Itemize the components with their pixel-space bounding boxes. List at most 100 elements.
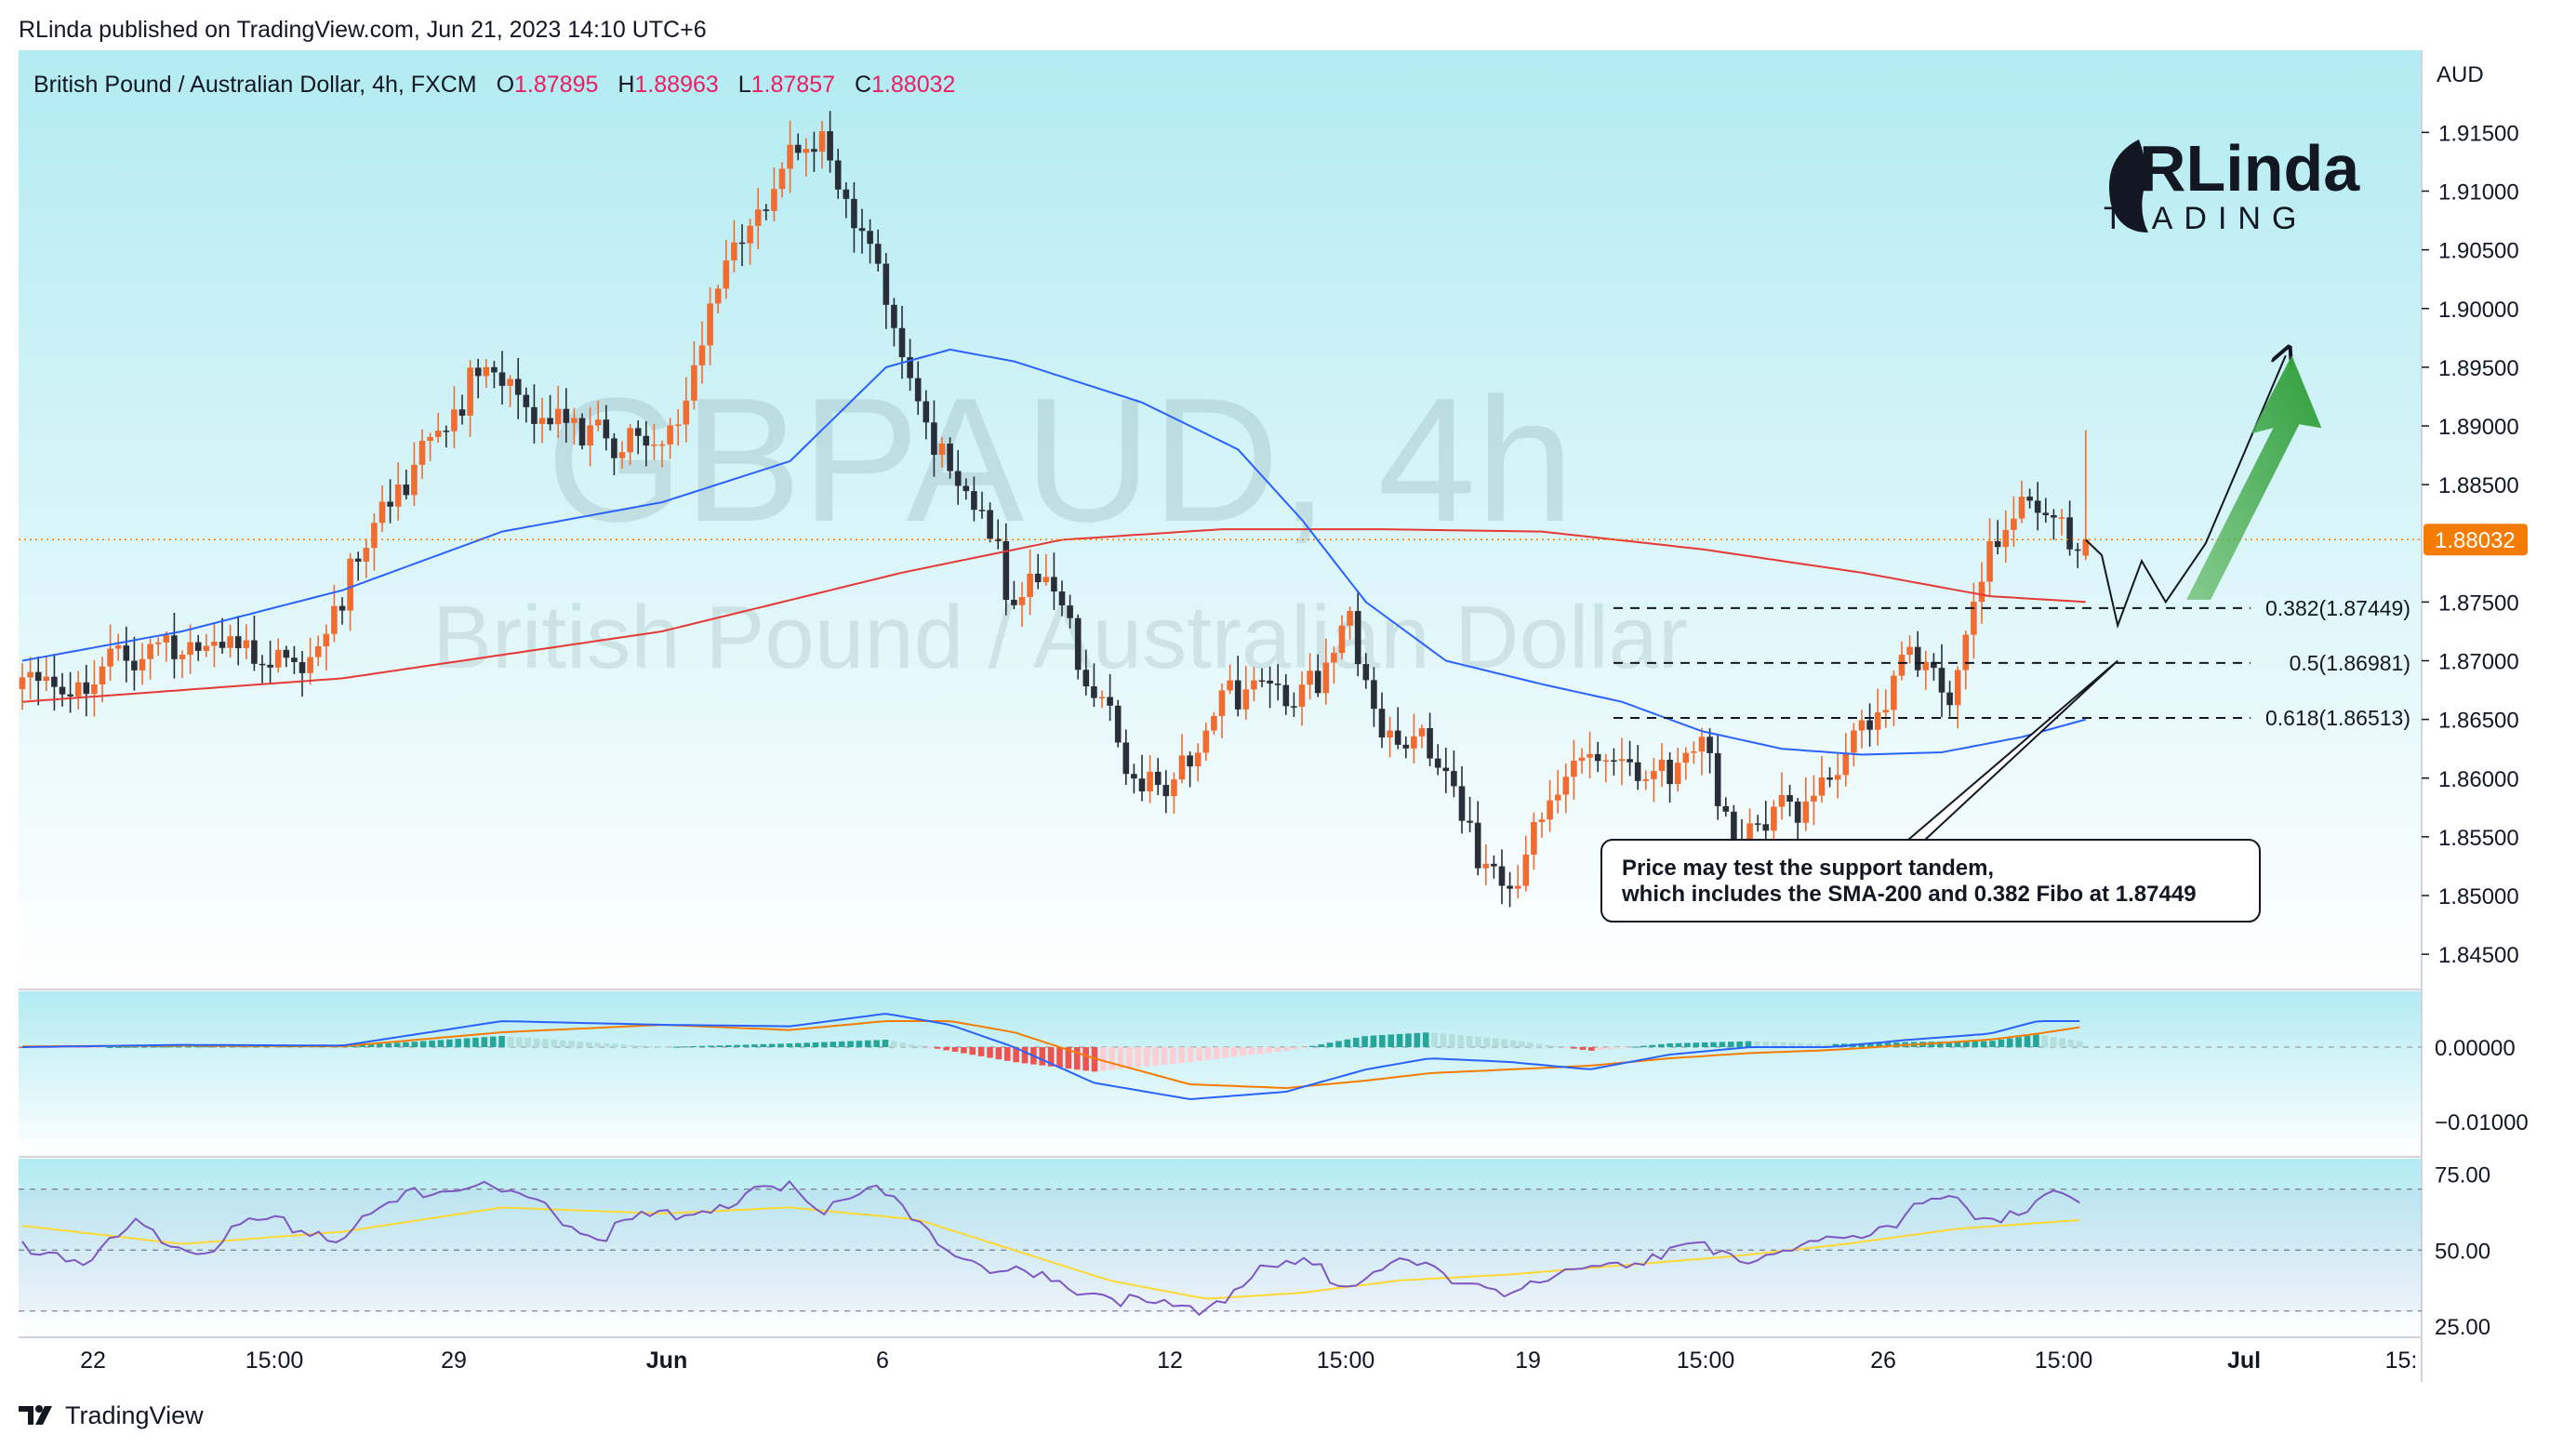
candle-body (1178, 755, 1186, 780)
candle-body (938, 444, 946, 456)
candle-body (139, 658, 146, 670)
watermark-symbol: GBPAUD, 4h (546, 362, 1573, 559)
macd-histogram-bar (603, 1042, 610, 1047)
macd-histogram-bar (19, 1047, 26, 1048)
candle-body (1571, 761, 1577, 777)
candle-body (1891, 675, 1897, 710)
candle-body (1107, 697, 1113, 706)
macd-histogram-bar (1379, 1034, 1386, 1047)
candle-body (954, 471, 962, 486)
macd-histogram-bar (1422, 1032, 1429, 1047)
candle-body (378, 501, 386, 524)
macd-histogram-bar (664, 1046, 671, 1048)
macd-histogram-bar (612, 1043, 618, 1047)
candle-body (451, 409, 458, 431)
macd-histogram-bar (2041, 1035, 2049, 1047)
candle-body (1082, 670, 1090, 687)
macd-histogram-bar (1396, 1033, 1403, 1047)
candle-body (1866, 720, 1873, 730)
candle-body (74, 682, 82, 697)
macd-histogram-bar (498, 1036, 505, 1047)
macd-histogram-bar (1588, 1047, 1595, 1051)
candle-body (1811, 795, 1817, 802)
candle-body (299, 661, 306, 673)
candle-body (227, 636, 233, 648)
annotation-line-1: Price may test the support tandem, (1622, 856, 1994, 881)
annotation-box[interactable] (1600, 839, 2261, 923)
macd-histogram-bar (1266, 1047, 1272, 1054)
candle-body (1658, 760, 1666, 772)
price-axis-label: 1.88500 (2438, 473, 2519, 498)
price-axis-label: 1.91500 (2438, 121, 2519, 146)
candle-body (834, 160, 842, 190)
macd-histogram-bar (708, 1045, 714, 1047)
macd-histogram-bar (873, 1040, 880, 1047)
macd-histogram-bar (1204, 1047, 1212, 1060)
fibo-label-0.382: 0.382(1.87449) (2265, 596, 2410, 620)
candle-body (1618, 759, 1626, 762)
logo-text: RLinda (2139, 132, 2360, 205)
macd-histogram-bar (106, 1046, 113, 1048)
macd-histogram-bar (1684, 1042, 1691, 1047)
macd-histogram-bar (1806, 1042, 1812, 1047)
candle-body (307, 657, 313, 673)
macd-histogram-bar (690, 1046, 697, 1048)
time-axis-label: 6 (876, 1347, 889, 1374)
drawings-layer: 0.382(1.87449) 0.5(1.86981) 0.618(1.86513) (1613, 355, 2410, 841)
candle-body (1818, 777, 1826, 796)
candle-body (1547, 800, 1553, 820)
macd-histogram-bar (210, 1046, 218, 1048)
candle-body (331, 605, 338, 634)
macd-histogram-bar (1414, 1032, 1421, 1047)
macd-histogram-bar (176, 1046, 183, 1048)
macd-histogram-bar (1178, 1047, 1186, 1063)
candle-body (1474, 822, 1481, 869)
macd-histogram-bar (1719, 1042, 1726, 1047)
rsi-axis-label: 50.00 (2435, 1239, 2490, 1264)
macd-histogram-bar (2024, 1035, 2031, 1047)
macd-histogram-bar (1545, 1044, 1551, 1047)
candle-body (1851, 730, 1857, 753)
tradingview-brand[interactable]: TradingView (19, 1399, 204, 1432)
price-axis-label: 1.85000 (2438, 884, 2519, 909)
macd-histogram-bar (98, 1047, 104, 1048)
candle-body (19, 677, 26, 690)
macd-histogram-bar (1222, 1047, 1228, 1058)
candle-body (51, 676, 58, 687)
candle-body (714, 288, 722, 304)
annotation-callout[interactable]: Price may test the support tandem, which… (1600, 839, 2261, 923)
candle-body (754, 209, 762, 226)
macd-histogram-bar (698, 1045, 706, 1047)
candle-body (563, 408, 570, 423)
candle-body (1922, 661, 1930, 670)
macd-histogram-bar (1553, 1046, 1560, 1048)
macd-histogram-bar (1771, 1042, 1778, 1047)
macd-histogram-bar (184, 1046, 192, 1048)
candle-body (1387, 730, 1393, 737)
macd-histogram-bar (1658, 1043, 1665, 1047)
macd-histogram-bar (551, 1039, 558, 1047)
macd-histogram-bar (1631, 1046, 1639, 1048)
macd-histogram-bar (446, 1039, 453, 1047)
macd-histogram-bar (1884, 1042, 1892, 1047)
symbol-title: British Pound / Australian Dollar, 4h, F… (33, 72, 477, 98)
candle-body (867, 231, 873, 245)
candle-body (1434, 758, 1441, 768)
candle-body (667, 425, 673, 445)
macd-histogram-bar (533, 1038, 540, 1047)
macd-histogram-bar (864, 1040, 871, 1047)
macd-histogram-bar (682, 1046, 688, 1048)
macd-histogram-bar (1797, 1042, 1804, 1047)
candle-body (898, 327, 906, 358)
macd-histogram-bar (1352, 1037, 1360, 1047)
macd-histogram-bar (716, 1045, 724, 1047)
macd-histogram-bar (1021, 1047, 1029, 1064)
time-axis-label: 22 (80, 1347, 106, 1374)
macd-histogram-bar (1509, 1040, 1517, 1047)
macd-histogram-bar (88, 1047, 96, 1048)
candle-body (1234, 680, 1242, 710)
candle-body (314, 646, 322, 657)
macd-line (21, 1013, 2080, 1101)
macd-histogram-bar (1736, 1041, 1743, 1047)
